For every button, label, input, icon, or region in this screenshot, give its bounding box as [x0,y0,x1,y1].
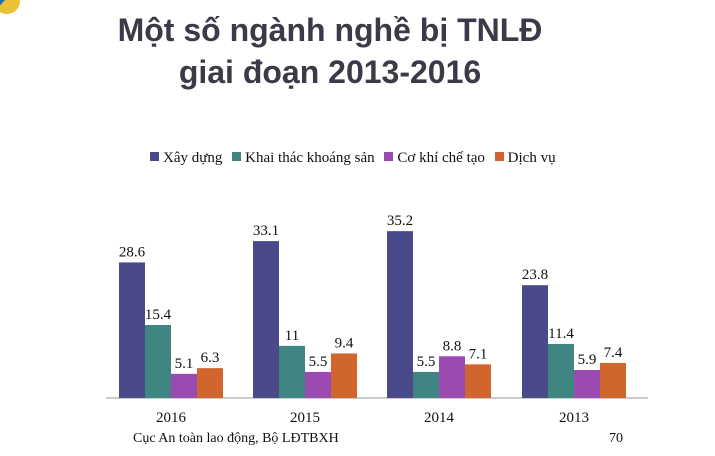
legend-label: Cơ khí chế tạo [397,150,485,166]
legend-label: Khai thác khoáng sản [245,150,375,166]
bar-2013-series-3 [600,362,626,398]
data-label: 7.4 [604,345,623,361]
data-label: 11.4 [548,326,574,342]
data-label: 15.4 [145,307,172,323]
bar-2014-series-3 [465,364,491,398]
page-subtitle: giai đoạn 2013-2016 [178,54,482,90]
bar-2015-series-2 [305,371,331,398]
source-footer: Cục An toàn lao động, Bộ LĐTBXH [133,431,339,446]
bar-2015-series-1 [279,345,305,398]
chart-legend: Xây dựng Khai thác khoáng sản Cơ khí chế… [150,150,630,170]
bar-2014-series-2 [439,356,465,398]
bar-2016-series-0 [119,262,145,398]
legend-swatch [232,152,242,161]
legend-label: Xây dựng [163,150,223,166]
legend-item-co-khi: Cơ khí chế tạo [384,150,485,167]
data-label: 23.8 [522,267,548,283]
bar-2014-series-1 [413,371,439,398]
data-label: 9.4 [335,335,354,351]
data-label: 5.5 [309,354,328,370]
legend-swatch [494,152,504,161]
bar-2013-series-0 [522,285,548,398]
bar-2016-series-1 [145,325,171,398]
data-label: 33.1 [253,223,279,239]
logo-icon [0,0,20,14]
bar-2014-series-0 [387,231,413,398]
data-label: 11 [285,328,299,344]
bar-2016-series-2 [171,373,197,398]
legend-item-xay-dung: Xây dựng [150,150,222,167]
legend-label: Dịch vụ [507,150,556,166]
x-tick-label: 2014 [424,410,455,426]
data-label: 5.9 [578,352,597,368]
x-tick-label: 2013 [559,410,589,426]
legend-swatch [150,152,159,161]
page-title: Một số ngành nghề bị TNLĐ [117,12,543,48]
data-label: 5.1 [175,356,194,372]
bar-2015-series-3 [331,353,357,398]
data-label: 8.8 [443,338,462,354]
bar-2016-series-3 [197,368,223,398]
data-label: 5.5 [417,354,436,370]
legend-item-dich-vu: Dịch vụ [494,150,556,167]
x-tick-label: 2015 [290,410,320,426]
page-number: 70 [609,431,623,446]
data-label: 28.6 [119,244,146,260]
x-tick-label: 2016 [156,410,187,426]
legend-item-khai-thac: Khai thác khoáng sản [232,150,375,167]
bar-2015-series-0 [253,241,279,398]
bar-2013-series-1 [548,343,574,398]
bar-2013-series-2 [574,370,600,398]
data-label: 6.3 [201,350,220,366]
data-label: 7.1 [469,346,488,362]
legend-swatch [384,152,394,161]
data-label: 35.2 [387,213,413,229]
